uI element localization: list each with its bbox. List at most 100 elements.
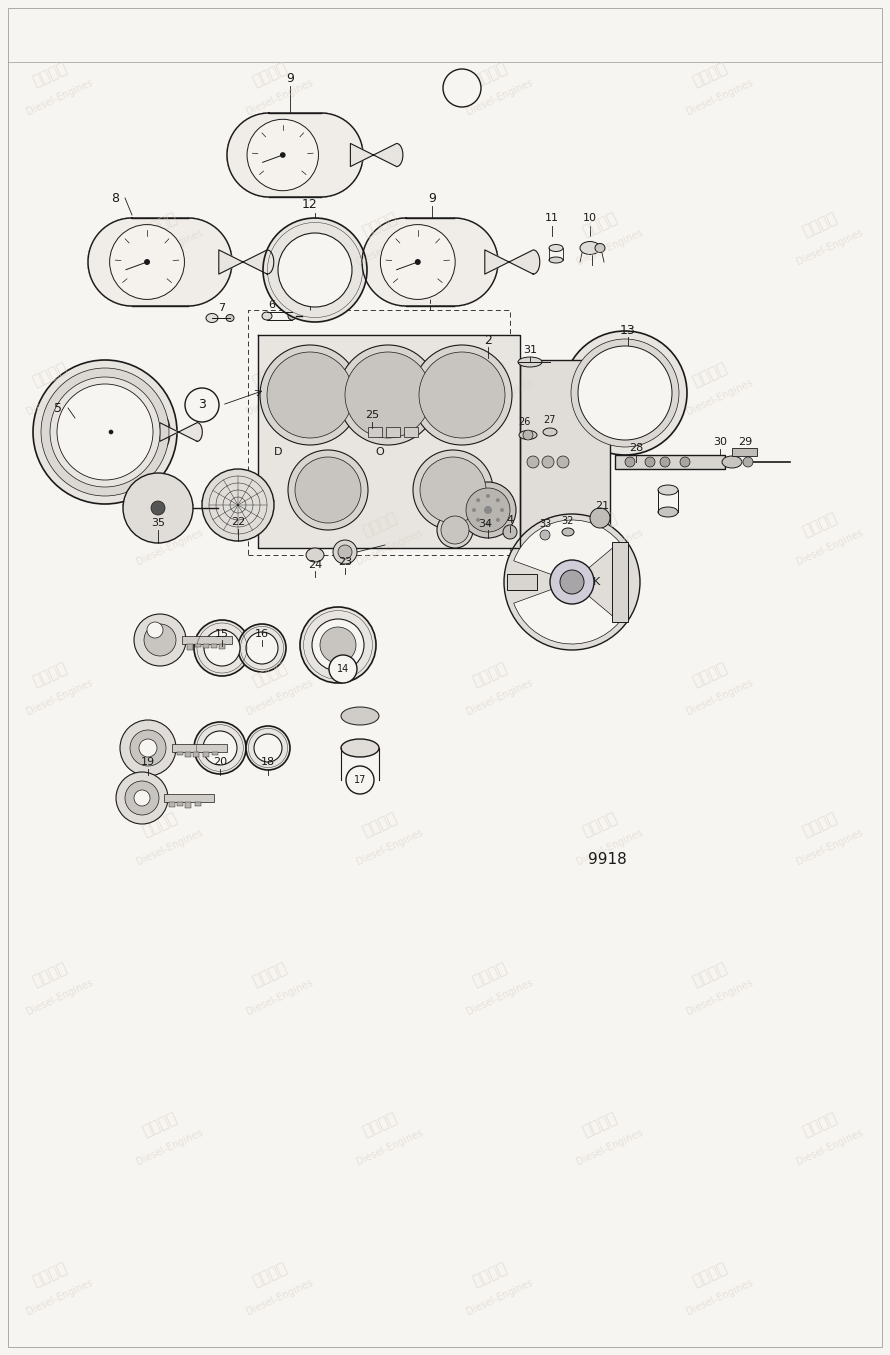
Bar	[211, 644, 217, 646]
Text: 15: 15	[215, 629, 229, 640]
Ellipse shape	[595, 244, 605, 252]
Text: Diesel-Engines: Diesel-Engines	[465, 678, 535, 717]
Bar	[169, 802, 175, 808]
Bar	[187, 644, 193, 646]
Circle shape	[413, 450, 493, 530]
Text: 24: 24	[308, 560, 322, 570]
Text: Diesel-Engines: Diesel-Engines	[355, 827, 425, 867]
Text: Diesel-Engines: Diesel-Engines	[245, 77, 315, 117]
Text: 紫发动力: 紫发动力	[30, 61, 69, 89]
Circle shape	[542, 457, 554, 467]
Circle shape	[563, 331, 687, 455]
Bar	[615, 455, 725, 469]
Circle shape	[571, 339, 679, 447]
Bar	[520, 360, 610, 556]
Circle shape	[472, 508, 476, 512]
Text: 紫发动力: 紫发动力	[30, 961, 69, 989]
Text: 9918: 9918	[587, 852, 627, 867]
Circle shape	[267, 352, 353, 438]
Circle shape	[260, 346, 360, 444]
Ellipse shape	[288, 312, 296, 320]
Text: 17: 17	[354, 775, 366, 785]
Bar	[404, 427, 418, 438]
Polygon shape	[351, 144, 403, 167]
Text: Diesel-Engines: Diesel-Engines	[795, 527, 865, 566]
Bar	[732, 449, 757, 457]
Wedge shape	[514, 583, 619, 644]
Text: 紫发动力: 紫发动力	[470, 660, 510, 690]
Circle shape	[460, 482, 516, 538]
Text: 9: 9	[286, 72, 294, 84]
Text: 紫发动力: 紫发动力	[250, 1260, 290, 1290]
Text: Diesel-Engines: Diesel-Engines	[25, 678, 95, 717]
Circle shape	[194, 722, 246, 774]
Ellipse shape	[549, 257, 563, 263]
Text: Diesel-Engines: Diesel-Engines	[575, 1127, 645, 1167]
Text: 5: 5	[54, 401, 62, 415]
Bar	[182, 635, 232, 644]
Circle shape	[33, 360, 177, 504]
Bar	[185, 802, 191, 806]
Polygon shape	[258, 335, 520, 547]
Text: 紫发动力: 紫发动力	[800, 511, 839, 539]
Polygon shape	[88, 218, 232, 306]
Circle shape	[288, 450, 368, 530]
Ellipse shape	[341, 738, 379, 757]
Circle shape	[109, 430, 113, 435]
Ellipse shape	[549, 244, 563, 252]
Circle shape	[295, 457, 361, 523]
Text: 19: 19	[141, 757, 155, 767]
Text: Diesel-Engines: Diesel-Engines	[575, 527, 645, 566]
Circle shape	[312, 619, 364, 671]
Circle shape	[380, 225, 455, 299]
Bar	[164, 794, 214, 802]
Text: 紫发动力: 紫发动力	[250, 660, 290, 690]
Circle shape	[540, 530, 550, 541]
Text: Diesel-Engines: Diesel-Engines	[245, 977, 315, 1016]
Bar	[177, 802, 183, 808]
Circle shape	[441, 516, 469, 543]
Ellipse shape	[206, 313, 218, 322]
Ellipse shape	[341, 707, 379, 725]
Ellipse shape	[262, 312, 272, 320]
Circle shape	[278, 233, 352, 308]
Polygon shape	[160, 423, 202, 442]
Text: 8: 8	[111, 191, 119, 205]
Text: Diesel-Engines: Diesel-Engines	[575, 827, 645, 867]
Text: Diesel-Engines: Diesel-Engines	[135, 827, 205, 867]
Text: Diesel-Engines: Diesel-Engines	[685, 377, 755, 417]
Polygon shape	[227, 112, 363, 196]
Text: 13: 13	[620, 324, 635, 336]
Text: 9: 9	[428, 191, 436, 205]
Circle shape	[496, 518, 500, 522]
Text: 紫发动力: 紫发动力	[250, 61, 290, 89]
Text: 2: 2	[484, 333, 492, 347]
Text: Diesel-Engines: Diesel-Engines	[25, 77, 95, 117]
Circle shape	[144, 259, 150, 266]
Circle shape	[263, 218, 367, 322]
Text: 22: 22	[231, 518, 245, 527]
Text: Diesel-Engines: Diesel-Engines	[135, 527, 205, 566]
Ellipse shape	[519, 431, 537, 439]
Text: 28: 28	[629, 443, 643, 453]
Ellipse shape	[226, 314, 234, 321]
Text: 10: 10	[583, 213, 597, 224]
Text: Diesel-Engines: Diesel-Engines	[355, 228, 425, 267]
Bar	[203, 644, 209, 650]
Circle shape	[134, 614, 186, 667]
Text: 12: 12	[302, 198, 318, 211]
Circle shape	[125, 780, 159, 814]
Text: K: K	[594, 577, 601, 587]
Bar	[507, 575, 537, 589]
Circle shape	[151, 501, 165, 515]
Bar	[185, 752, 191, 755]
Text: 紫发动力: 紫发动力	[800, 1111, 839, 1140]
Text: 紫发动力: 紫发动力	[580, 511, 619, 539]
Circle shape	[50, 377, 160, 486]
Ellipse shape	[518, 356, 542, 367]
Text: 1: 1	[457, 80, 467, 95]
Ellipse shape	[562, 528, 574, 537]
Circle shape	[419, 352, 505, 438]
Text: 紫发动力: 紫发动力	[691, 961, 730, 989]
Text: Diesel-Engines: Diesel-Engines	[245, 678, 315, 717]
